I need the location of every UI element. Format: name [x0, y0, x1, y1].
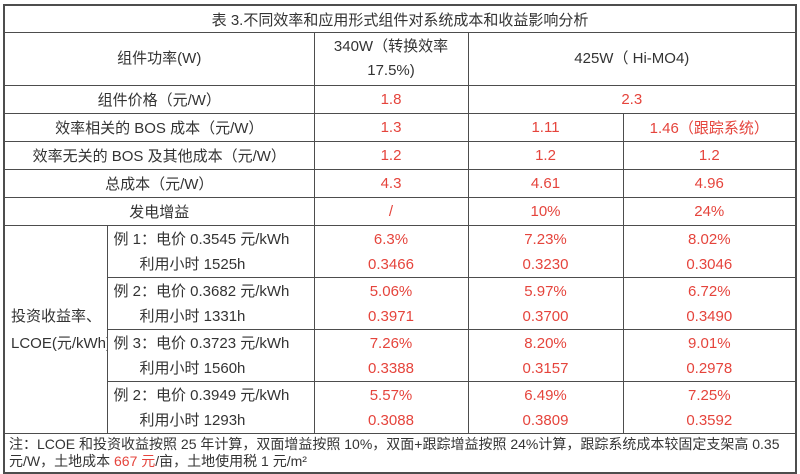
cost-benefit-table: 表 3.不同效率和应用形式组件对系统成本和收益影响分析 组件功率(W) 340W… — [3, 4, 798, 474]
roi-label-line1: 投资收益率、 — [11, 307, 102, 325]
value-cell: 4.3 — [313, 169, 469, 198]
value-cell: 1.2 — [622, 141, 797, 170]
value-cell: 1.2 — [313, 141, 469, 170]
value-cell: 4.96 — [622, 169, 797, 198]
roi-value-cell: 7.26% 0.3388 — [313, 329, 469, 382]
table-row: 效率相关的 BOS 成本（元/W） 1.3 1.11 1.46（跟踪系统） — [3, 113, 797, 142]
header-425w: 425W（ Hi-MO4) — [467, 32, 797, 86]
roi-value-cell: 5.97% 0.3700 — [467, 277, 624, 330]
roi-value-cell: 6.3% 0.3466 — [313, 225, 469, 278]
value-cell: 24% — [622, 197, 797, 226]
roi-value-cell: 7.23% 0.3230 — [467, 225, 624, 278]
example-label: 例 1：电价 0.3545 元/kWh 利用小时 1525h — [106, 225, 315, 278]
row-label-module-price: 组件价格（元/W） — [3, 85, 315, 114]
table-row: 例 2：电价 0.3949 元/kWh 利用小时 1293h 5.57% 0.3… — [4, 381, 797, 434]
example-label: 例 3：电价 0.3723 元/kWh 利用小时 1560h — [106, 329, 315, 382]
table-row: 效率无关的 BOS 及其他成本（元/W） 1.2 1.2 1.2 — [3, 141, 797, 170]
table-row: 例 3：电价 0.3723 元/kWh 利用小时 1560h 7.26% 0.3… — [4, 329, 797, 382]
roi-value-cell: 9.01% 0.2978 — [622, 329, 797, 382]
footnote-text-1: 注：LCOE 和投资收益按照 25 年计算，双面增益按照 10%，双面+跟踪增益… — [9, 436, 780, 469]
value-cell: 2.3 — [467, 85, 797, 114]
table-row: 发电增益 / 10% 24% — [3, 197, 797, 226]
table-row: 组件功率(W) 340W（转换效率 17.5%) 425W（ Hi-MO4) — [3, 32, 797, 86]
table-row: 表 3.不同效率和应用形式组件对系统成本和收益影响分析 — [3, 4, 797, 33]
value-cell: 1.2 — [467, 141, 624, 170]
roi-value-cell: 5.06% 0.3971 — [313, 277, 469, 330]
roi-value-cell: 8.02% 0.3046 — [622, 225, 797, 278]
row-label-generation-gain: 发电增益 — [3, 197, 315, 226]
example-label: 例 2：电价 0.3682 元/kWh 利用小时 1331h — [106, 277, 315, 330]
value-cell: 1.3 — [313, 113, 469, 142]
roi-value-cell: 7.25% 0.3592 — [622, 381, 797, 434]
value-cell: 1.46（跟踪系统） — [622, 113, 797, 142]
example-label: 例 2：电价 0.3949 元/kWh 利用小时 1293h — [106, 381, 315, 434]
roi-value-cell: 5.57% 0.3088 — [313, 381, 469, 434]
roi-row-label: 投资收益率、 LCOE(元/kWh) — [3, 225, 108, 434]
table-container: 表 3.不同效率和应用形式组件对系统成本和收益影响分析 组件功率(W) 340W… — [3, 4, 798, 474]
roi-value-cell: 6.72% 0.3490 — [622, 277, 797, 330]
roi-value-cell: 8.20% 0.3157 — [467, 329, 624, 382]
row-label-bos-efficiency: 效率相关的 BOS 成本（元/W） — [3, 113, 315, 142]
header-module-power: 组件功率(W) — [3, 32, 315, 86]
value-cell: 4.61 — [467, 169, 624, 198]
table-row: 例 2：电价 0.3682 元/kWh 利用小时 1331h 5.06% 0.3… — [4, 277, 797, 330]
footnote-text-2: /亩，土地使用税 1 元/m² — [155, 453, 307, 469]
roi-label-line2: LCOE(元/kWh) — [11, 334, 107, 352]
table-row: 投资收益率、 LCOE(元/kWh) 例 1：电价 0.3545 元/kWh 利… — [3, 225, 797, 434]
table-row: 组件价格（元/W） 1.8 2.3 — [3, 85, 797, 114]
row-label-bos-other: 效率无关的 BOS 及其他成本（元/W） — [3, 141, 315, 170]
value-cell: / — [313, 197, 469, 226]
footnote: 注：LCOE 和投资收益按照 25 年计算，双面增益按照 10%，双面+跟踪增益… — [3, 433, 797, 474]
value-cell: 1.11 — [467, 113, 624, 142]
value-cell: 1.8 — [313, 85, 469, 114]
roi-value-cell: 6.49% 0.3809 — [467, 381, 624, 434]
row-label-total-cost: 总成本（元/W） — [3, 169, 315, 198]
header-340w: 340W（转换效率 17.5%) — [313, 32, 469, 86]
footnote-highlight: 667 元 — [114, 453, 156, 469]
table-row: 注：LCOE 和投资收益按照 25 年计算，双面增益按照 10%，双面+跟踪增益… — [3, 433, 797, 474]
table-title: 表 3.不同效率和应用形式组件对系统成本和收益影响分析 — [3, 4, 797, 33]
table-row: 总成本（元/W） 4.3 4.61 4.96 — [3, 169, 797, 198]
value-cell: 10% — [467, 197, 624, 226]
